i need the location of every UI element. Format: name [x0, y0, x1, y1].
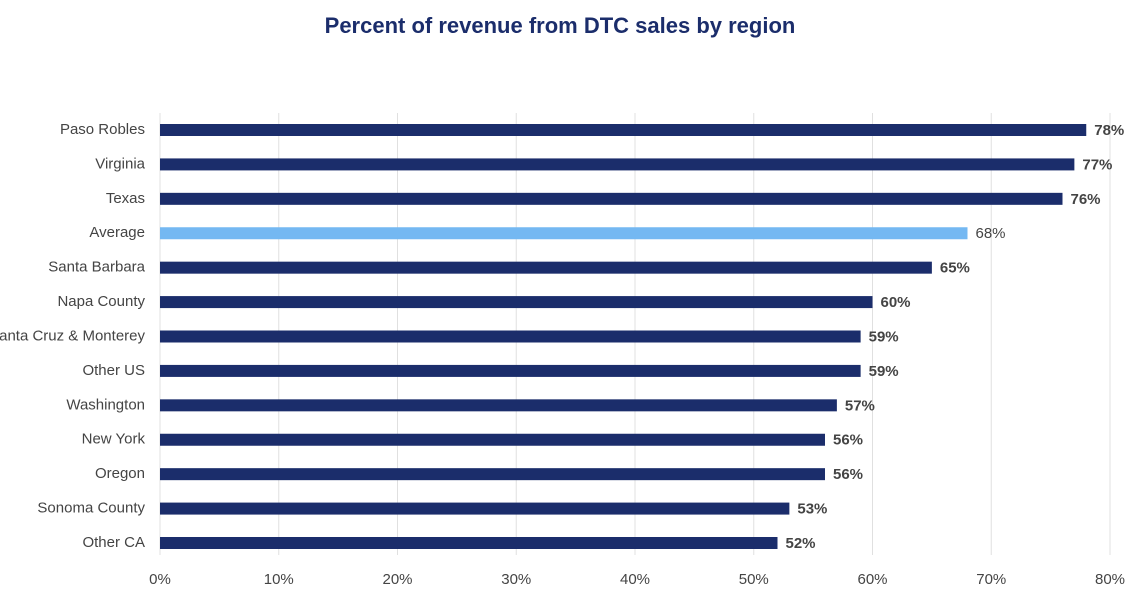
x-tick-label: 80% [1095, 571, 1125, 588]
x-tick-label: 60% [857, 571, 887, 588]
data-label: 56% [833, 432, 863, 449]
y-tick-label: Other US [82, 362, 145, 379]
y-tick-label: Sonoma County [37, 500, 145, 517]
y-tick-label: New York [82, 431, 146, 448]
bar [160, 330, 861, 343]
x-tick-label: 30% [501, 571, 531, 588]
data-label: 59% [869, 328, 899, 345]
data-label: 76% [1071, 191, 1101, 208]
bar [160, 296, 873, 309]
data-label: 53% [797, 501, 827, 518]
y-tick-label: Santa Barbara [48, 259, 145, 276]
x-tick-label: 20% [382, 571, 412, 588]
bar [160, 502, 790, 515]
y-tick-label: Santa Cruz & Monterey [0, 327, 145, 344]
bar [160, 124, 1087, 136]
x-tick-label: 50% [739, 571, 769, 588]
bar [160, 364, 861, 377]
bar [160, 158, 1075, 171]
bar [160, 468, 825, 481]
chart-title: Percent of revenue from DTC sales by reg… [325, 13, 796, 38]
data-label: 78% [1094, 122, 1124, 139]
x-tick-label: 40% [620, 571, 650, 588]
y-tick-label: Washington [66, 396, 145, 413]
y-tick-label: Napa County [57, 293, 145, 310]
data-label: 77% [1082, 156, 1112, 173]
y-tick-label: Virginia [95, 155, 145, 172]
y-tick-label: Paso Robles [60, 121, 145, 138]
y-tick-label: Other CA [82, 534, 145, 551]
bar [160, 192, 1063, 205]
bar [160, 399, 837, 412]
data-label: 57% [845, 397, 875, 414]
data-label: 59% [869, 363, 899, 380]
data-label: 65% [940, 260, 970, 277]
data-label: 52% [786, 535, 816, 552]
bar [160, 261, 932, 274]
x-tick-label: 10% [264, 571, 294, 588]
y-tick-label: Texas [106, 190, 145, 207]
x-tick-label: 0% [149, 571, 171, 588]
data-label: 68% [976, 225, 1006, 242]
bar [160, 537, 778, 549]
bar [160, 433, 825, 446]
y-tick-label: Average [89, 224, 145, 241]
y-tick-label: Oregon [95, 465, 145, 482]
data-label: 60% [881, 294, 911, 311]
x-tick-label: 70% [976, 571, 1006, 588]
bar [160, 227, 968, 240]
data-label: 56% [833, 466, 863, 483]
